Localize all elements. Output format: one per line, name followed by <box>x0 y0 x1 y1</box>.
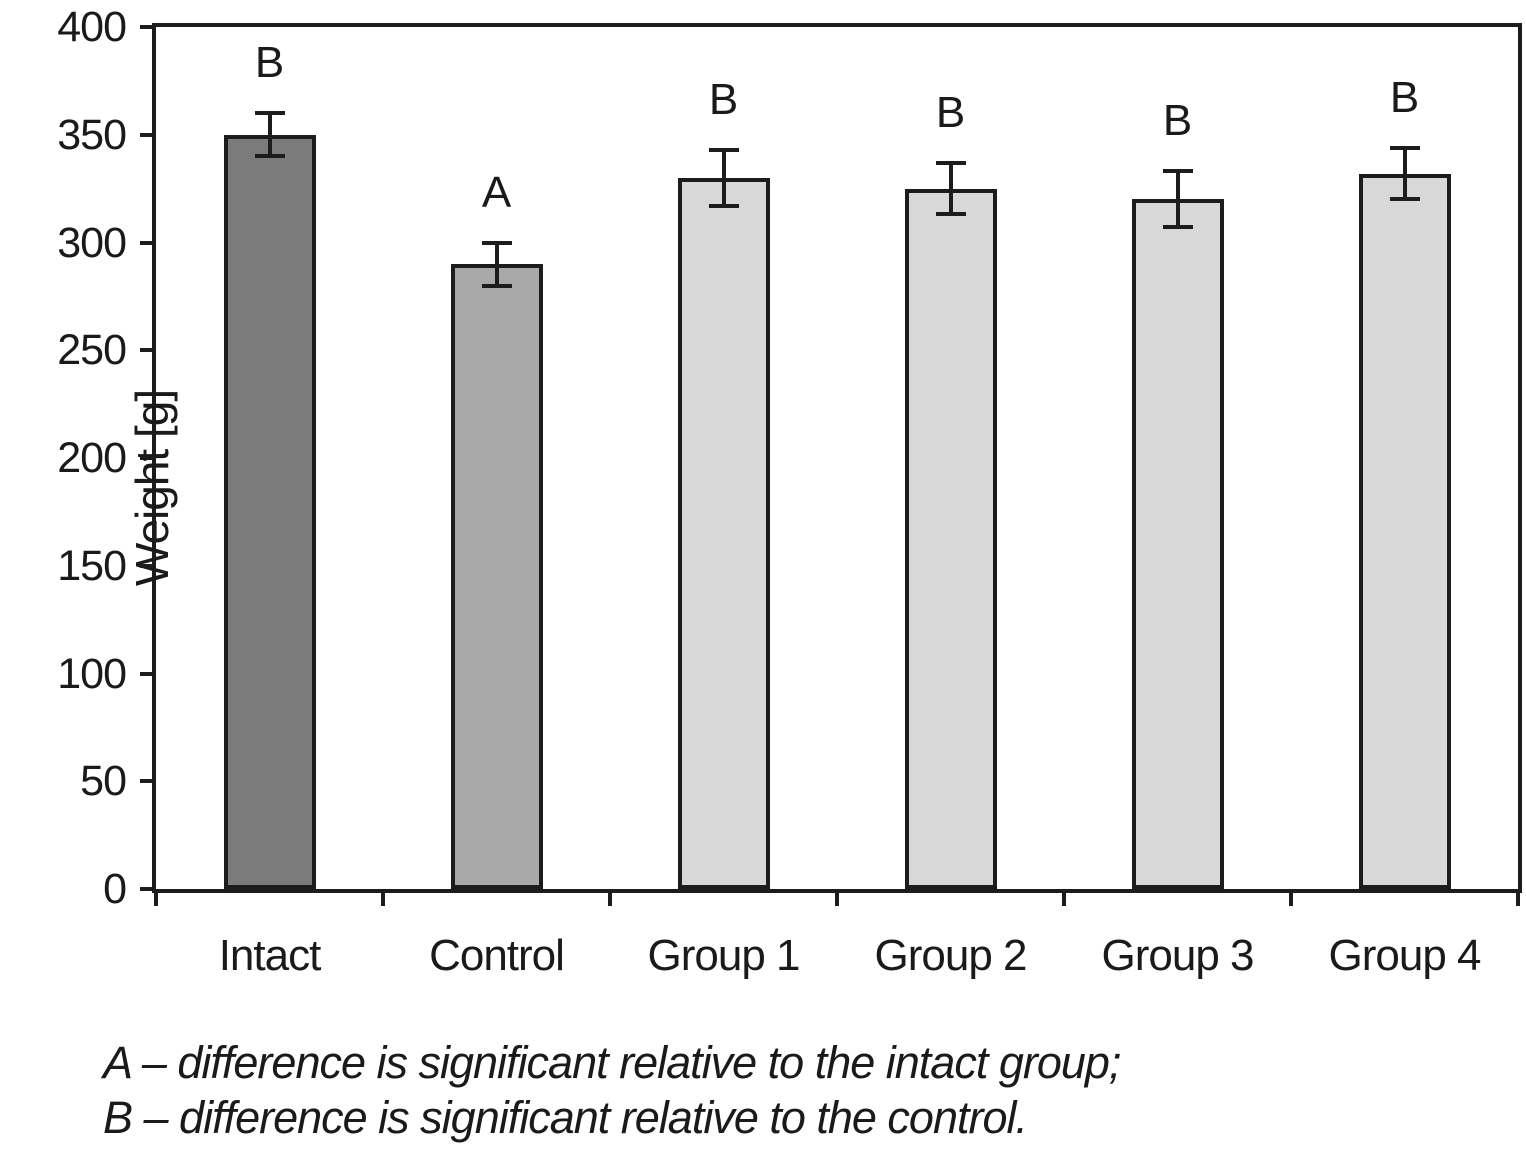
y-axis-tick-label: 200 <box>57 434 127 482</box>
y-axis-tick-label: 300 <box>57 218 127 267</box>
error-bar-cap-top <box>481 240 512 245</box>
x-axis-tick <box>381 889 385 906</box>
y-axis-tick <box>140 456 156 460</box>
footnote-block: A – difference is significant relative t… <box>103 1036 1503 1146</box>
error-bar-cap-bottom <box>1162 225 1193 230</box>
bar-control <box>450 264 543 889</box>
significance-label-intact: B <box>254 38 285 88</box>
error-bar-cap-bottom <box>1389 197 1420 202</box>
bar-group-2 <box>904 188 997 889</box>
error-bar-cap-top <box>935 160 966 165</box>
footnote-line-b: B – difference is significant relative t… <box>103 1091 1028 1143</box>
x-axis-category-label-control: Control <box>429 931 565 980</box>
x-axis-category-label-group-1: Group 1 <box>647 931 801 980</box>
error-bar-group-3 <box>1175 171 1180 228</box>
error-bar-cap-top <box>254 111 285 116</box>
x-axis-category-label-intact: Intact <box>218 931 322 980</box>
x-axis-category-label-group-2: Group 2 <box>874 931 1028 980</box>
y-axis-tick <box>140 25 156 29</box>
y-axis-tick-label: 350 <box>57 110 127 159</box>
significance-label-group-1: B <box>708 74 739 124</box>
error-bar-cap-bottom <box>708 203 739 208</box>
y-axis-tick-label: 250 <box>57 326 127 375</box>
bar-group-4 <box>1358 173 1451 889</box>
y-axis-title: Weight [g] <box>126 389 178 587</box>
bar-group-3 <box>1131 199 1224 889</box>
error-bar-intact <box>267 113 272 157</box>
x-axis-tick <box>608 889 612 906</box>
y-axis-tick <box>140 132 156 137</box>
error-bar-cap-top <box>1389 145 1420 150</box>
x-axis-category-label-group-4: Group 4 <box>1328 931 1482 980</box>
plot-area: Weight [g] 0 50 100 150 200 250 300 350 400 B Inta… <box>57 6 1522 980</box>
error-bar-cap-bottom <box>935 212 966 217</box>
error-bar-control <box>494 242 499 286</box>
y-axis-tick <box>140 671 156 676</box>
x-axis-category-label-group-3: Group 3 <box>1101 931 1255 980</box>
y-axis-tick-label: 100 <box>57 649 127 698</box>
error-bar-cap-top <box>708 147 739 152</box>
y-axis-tick-label: 0 <box>103 865 127 913</box>
bar-intact <box>223 134 316 889</box>
error-bar-group-4 <box>1402 147 1407 200</box>
y-axis-tick <box>140 779 156 784</box>
x-axis-tick <box>1516 889 1520 906</box>
x-axis-tick <box>1289 889 1293 906</box>
bar-group-1 <box>677 177 770 889</box>
error-bar-cap-bottom <box>254 154 285 159</box>
y-axis-tick-label: 150 <box>57 541 127 590</box>
y-axis-tick-label: 400 <box>57 3 127 51</box>
error-bar-cap-bottom <box>481 283 512 288</box>
significance-label-control: A <box>481 167 512 217</box>
y-axis-tick <box>140 563 156 568</box>
y-axis-tick-label: 50 <box>80 757 127 806</box>
significance-label-group-2: B <box>935 87 966 137</box>
error-bar-group-1 <box>721 149 726 206</box>
footnote-line-a: A – difference is significant relative t… <box>103 1037 1121 1088</box>
y-axis-tick <box>140 887 156 891</box>
x-axis-tick <box>835 889 839 906</box>
error-bar-cap-top <box>1162 169 1193 174</box>
x-axis-tick <box>1062 889 1066 906</box>
error-bar-group-2 <box>948 162 953 215</box>
x-axis-tick <box>154 889 158 906</box>
significance-label-group-3: B <box>1162 96 1193 146</box>
significance-label-group-4: B <box>1389 72 1420 122</box>
y-axis-tick <box>140 240 156 245</box>
y-axis-tick <box>140 348 156 353</box>
